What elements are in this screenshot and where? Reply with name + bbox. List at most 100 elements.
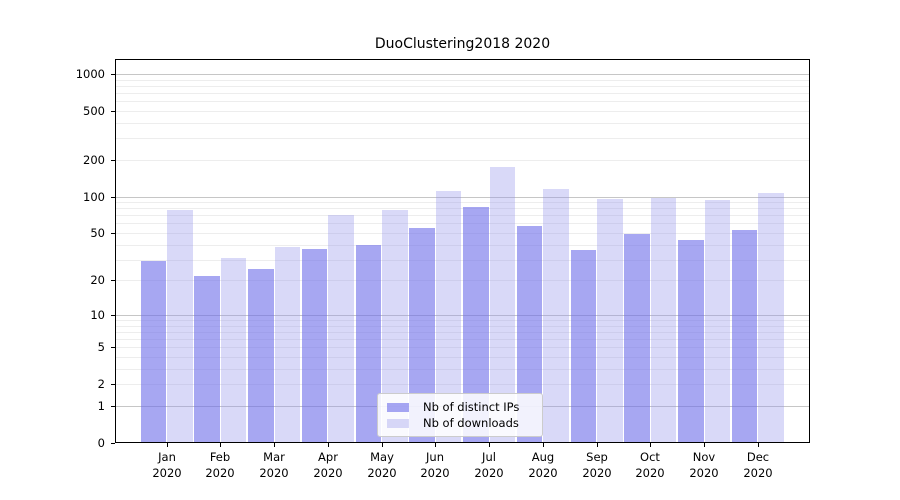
gridline-minor-200 [116,160,809,161]
y-tick-label-2: 2 [97,377,105,391]
legend-label-downloads: Nb of downloads [423,416,519,430]
gridline-minor-80 [116,208,809,209]
chart-title: DuoClustering2018 2020 [374,36,551,52]
bar-distinct-ips-oct [624,234,650,443]
bar-distinct-ips-apr [301,248,328,443]
gridline-minor-8 [116,326,809,327]
x-tick-mark-apr [328,443,329,447]
gridline-minor-7 [116,332,809,333]
y-tick-mark-20 [111,280,115,281]
gridline-minor-5 [116,347,809,348]
gridline-minor-500 [116,111,809,112]
y-tick-label-1000: 1000 [75,67,105,81]
gridline-major-100 [116,197,809,198]
y-tick-mark-1 [111,406,115,407]
bar-downloads-jan [167,209,193,443]
legend-label-distinct-ips: Nb of distinct IPs [423,400,520,414]
gridline-minor-3 [116,369,809,370]
y-tick-label-200: 200 [83,153,105,167]
x-tick-mark-jan [167,443,168,447]
legend-swatch-distinct-ips [387,402,409,412]
x-tick-mark-dec [758,443,759,447]
gridline-minor-6 [116,339,809,340]
y-tick-label-10: 10 [90,308,105,322]
y-tick-label-5: 5 [97,340,105,354]
x-tick-label-jun: Jun 2020 [420,450,450,480]
bar-downloads-sep [597,199,623,443]
gridline-minor-300 [116,138,809,139]
y-tick-mark-100 [111,197,115,198]
y-tick-label-500: 500 [83,104,105,118]
gridline-minor-70 [116,215,809,216]
x-tick-label-oct: Oct 2020 [635,450,665,480]
y-tick-mark-0 [111,443,115,444]
x-tick-label-dec: Dec 2020 [743,450,773,480]
bar-distinct-ips-sep [570,250,597,443]
bar-downloads-mar [274,247,301,443]
gridline-major-10 [116,315,809,316]
x-tick-label-apr: Apr 2020 [313,450,343,480]
bar-distinct-ips-feb [194,275,220,443]
bar-downloads-feb [220,257,247,443]
gridline-minor-30 [116,260,809,261]
gridline-minor-20 [116,280,809,281]
x-tick-label-jan: Jan 2020 [152,450,182,480]
x-tick-mark-jun [435,443,436,447]
gridline-minor-600 [116,101,809,102]
x-tick-label-aug: Aug 2020 [528,450,558,480]
gridline-minor-50 [116,233,809,234]
y-tick-mark-5 [111,347,115,348]
x-tick-mark-oct [650,443,651,447]
y-tick-label-1: 1 [97,399,105,413]
legend-swatch-downloads [387,418,409,428]
legend-entry-downloads: Nb of downloads [387,416,533,430]
bar-distinct-ips-jan [140,261,167,443]
legend-entry-distinct-ips: Nb of distinct IPs [387,400,533,414]
gridline-minor-60 [116,223,809,224]
gridline-minor-700 [116,93,809,94]
y-tick-label-20: 20 [90,273,105,287]
bar-downloads-apr [328,215,354,443]
x-tick-label-jul: Jul 2020 [474,450,504,480]
gridline-minor-900 [116,80,809,81]
y-tick-mark-500 [111,111,115,112]
x-tick-mark-mar [274,443,275,447]
x-tick-mark-may [382,443,383,447]
y-tick-label-50: 50 [90,226,105,240]
gridline-minor-800 [116,86,809,87]
bar-distinct-ips-nov [678,239,704,443]
y-tick-mark-2 [111,384,115,385]
x-tick-mark-aug [543,443,544,447]
bar-distinct-ips-mar [248,268,274,443]
x-tick-label-sep: Sep 2020 [582,450,612,480]
y-tick-mark-1000 [111,74,115,75]
bar-downloads-nov [704,200,730,443]
gridline-minor-90 [116,202,809,203]
y-tick-mark-10 [111,315,115,316]
x-tick-label-may: May 2020 [367,450,397,480]
y-tick-label-100: 100 [83,190,105,204]
gridline-minor-400 [116,123,809,124]
x-tick-label-feb: Feb 2020 [205,450,235,480]
x-tick-mark-nov [704,443,705,447]
y-tick-mark-50 [111,233,115,234]
y-tick-label-0: 0 [97,436,105,450]
legend: Nb of distinct IPs Nb of downloads [377,393,543,437]
x-tick-mark-feb [220,443,221,447]
x-tick-label-mar: Mar 2020 [259,450,289,480]
gridline-minor-40 [116,245,809,246]
bar-distinct-ips-may [355,244,382,443]
gridline-minor-4 [116,357,809,358]
gridline-minor-2 [116,384,809,385]
bar-downloads-aug [543,189,569,443]
y-tick-mark-200 [111,160,115,161]
bar-downloads-dec [758,193,784,443]
bar-distinct-ips-dec [731,229,758,443]
x-tick-mark-sep [597,443,598,447]
gridline-major-1000 [116,74,809,75]
bar-downloads-oct [650,197,677,443]
x-tick-label-nov: Nov 2020 [689,450,719,480]
gridline-minor-9 [116,320,809,321]
x-tick-mark-jul [489,443,490,447]
